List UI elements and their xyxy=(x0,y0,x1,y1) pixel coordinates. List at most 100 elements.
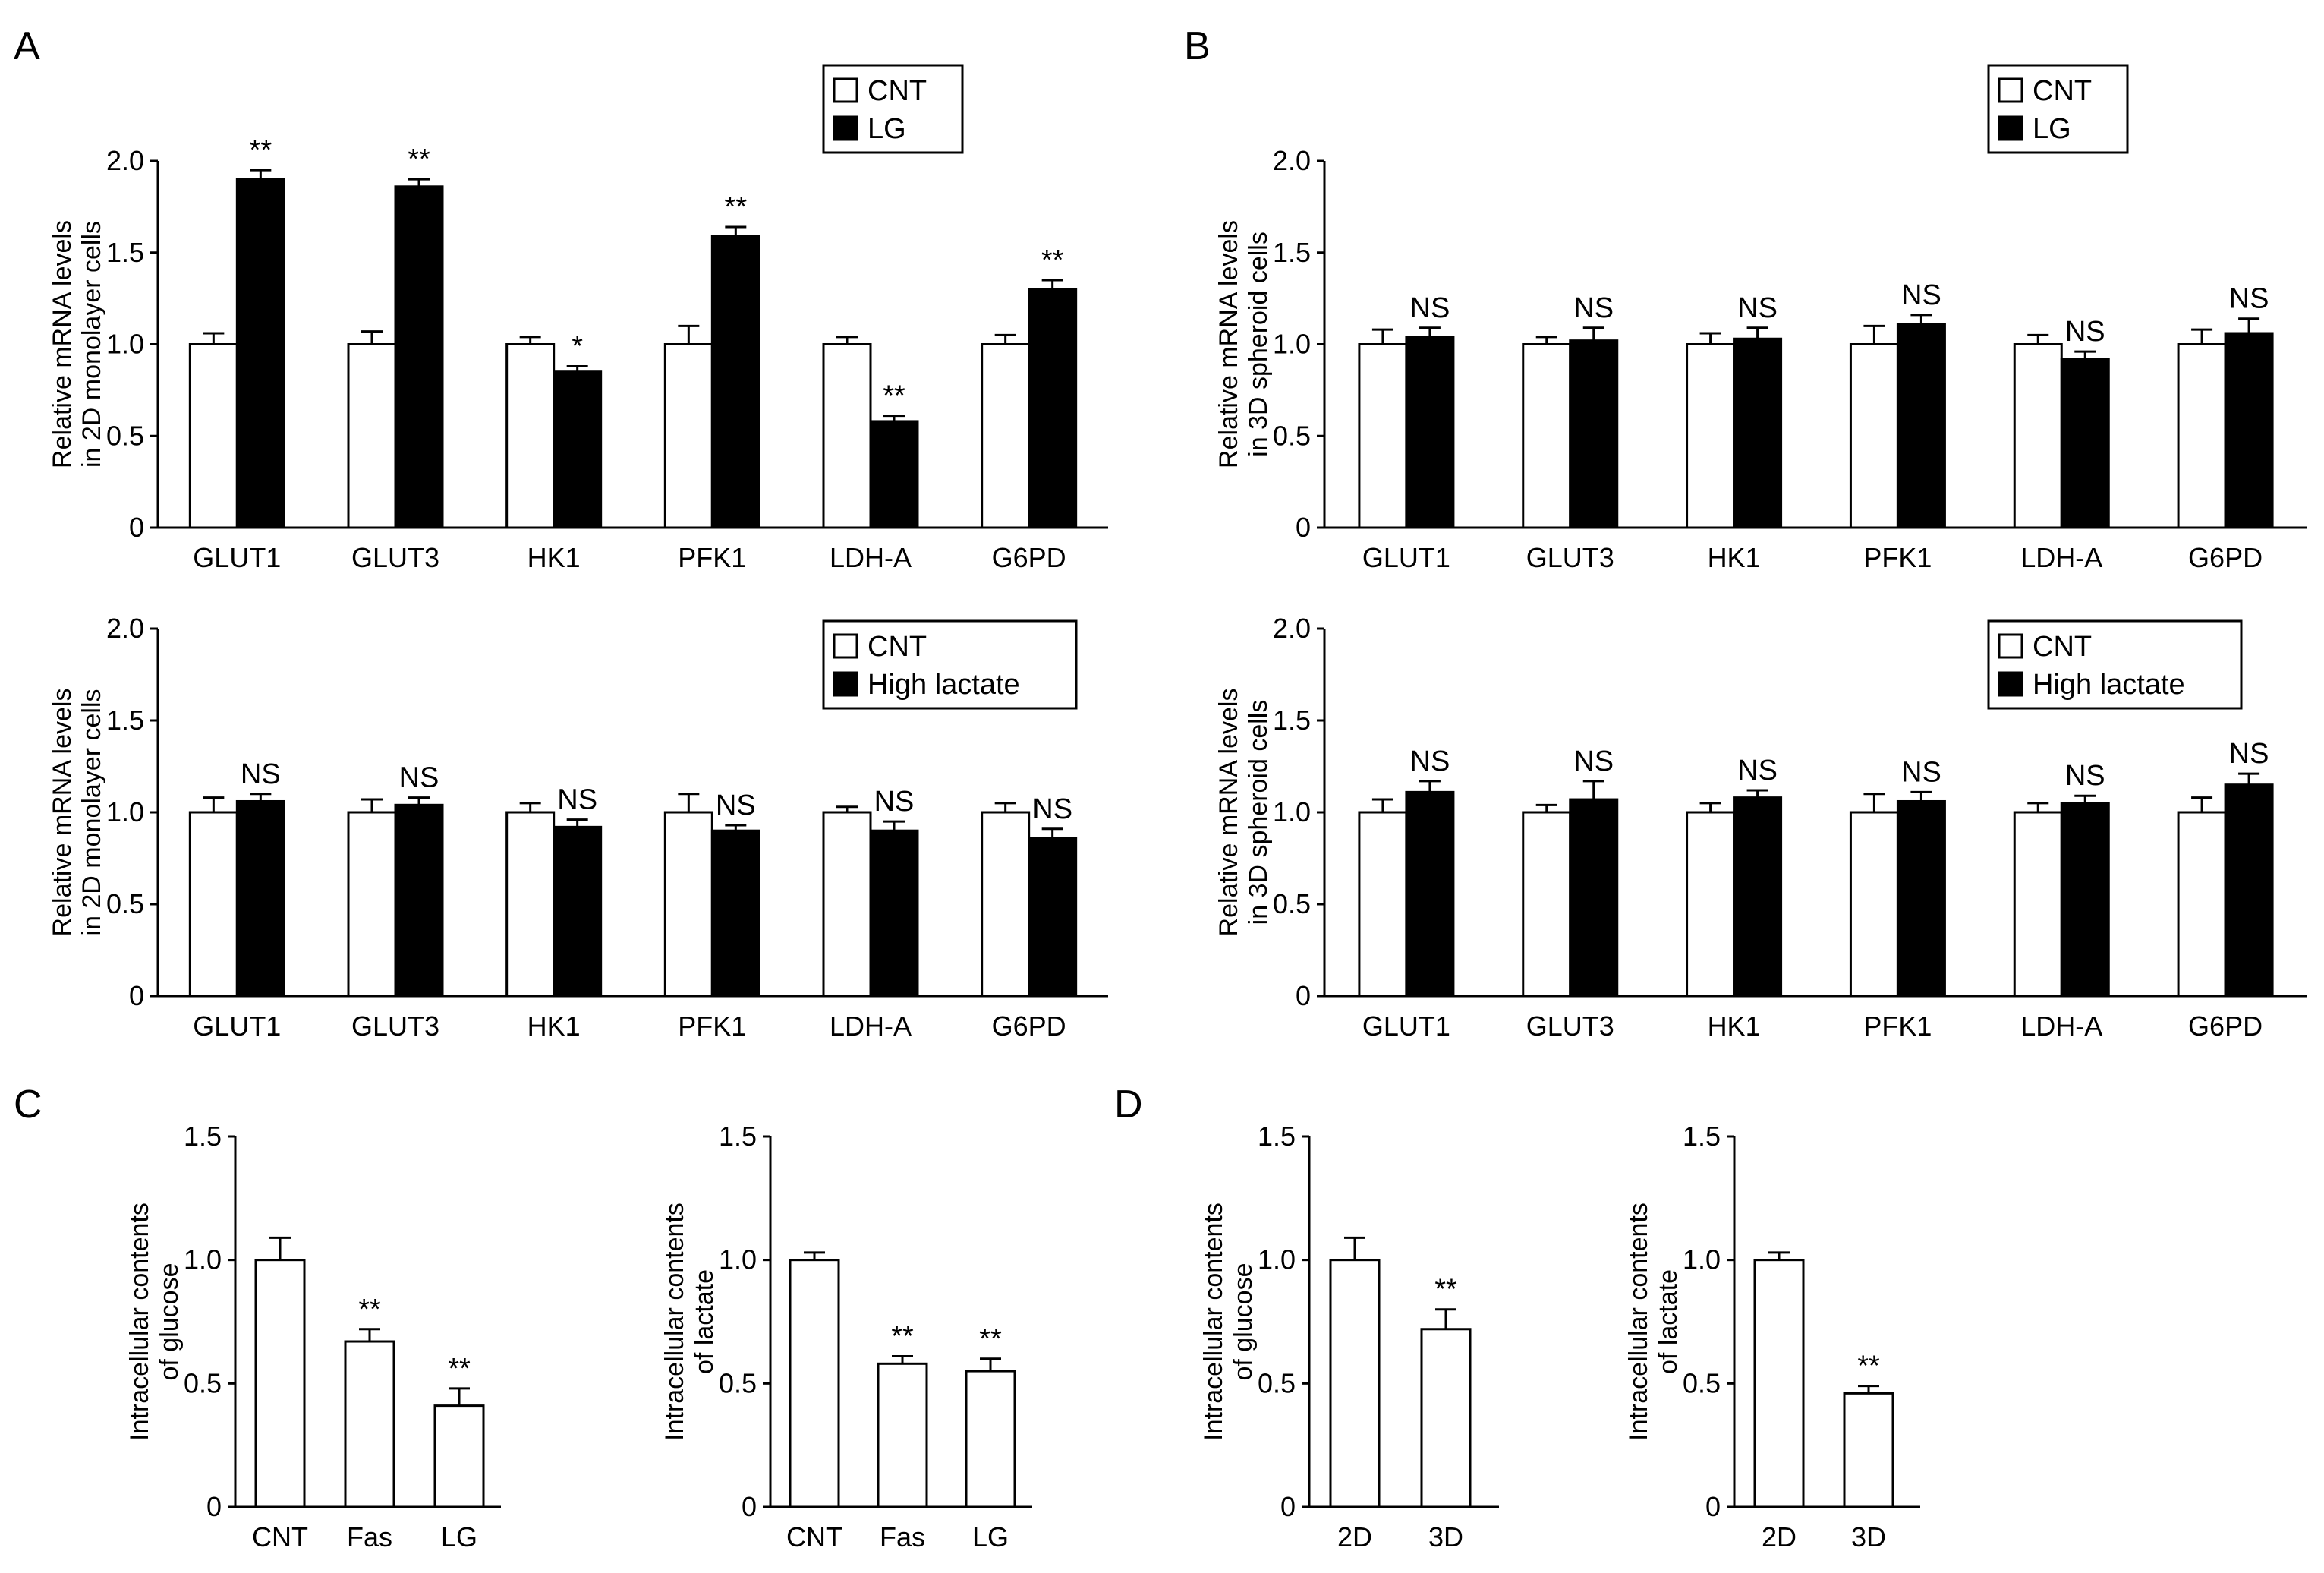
chart-2: 0 0.5 1.0 1.5 2.0 Relative mRNA levelsin 3D s… xyxy=(1214,64,2307,573)
bar xyxy=(1843,1392,1894,1508)
bar xyxy=(347,343,397,529)
y-axis-label: Intracellular contentsof glucose xyxy=(125,1203,184,1441)
significance-label: ** xyxy=(408,143,430,175)
significance-label: ** xyxy=(1041,244,1064,276)
y-axis-label: Intracellular contentsof lactate xyxy=(1624,1203,1683,1441)
legend-label: CNT xyxy=(868,75,927,107)
chart-8: 0 0.5 1.0 1.5 Intracellular contentsof lacta… xyxy=(1624,1121,1920,1553)
bar xyxy=(1733,796,1783,998)
legend-label: High lactate xyxy=(868,669,1020,701)
x-tick-label: GLUT1 xyxy=(193,542,281,573)
legend-box xyxy=(822,619,1078,710)
x-tick-label: G6PD xyxy=(2188,542,2263,573)
x-tick-label: GLUT1 xyxy=(193,1010,281,1042)
y-axis-label-line: of glucose xyxy=(155,1263,184,1381)
bar xyxy=(1896,799,1946,998)
y-axis-label: Intracellular contentsof glucose xyxy=(1199,1203,1258,1441)
significance-label: * xyxy=(572,330,583,362)
y-axis-label-line: Intracellular contents xyxy=(125,1203,154,1441)
bar xyxy=(235,799,285,998)
y-tick-label: 0 xyxy=(206,1491,222,1522)
legend-swatch xyxy=(833,115,858,141)
x-tick-label: Fas xyxy=(880,1521,925,1553)
x-tick-label: GLUT3 xyxy=(351,1010,439,1042)
significance-label: NS xyxy=(1573,746,1614,777)
bar xyxy=(505,343,556,529)
x-tick-label: GLUT1 xyxy=(1362,542,1450,573)
significance-label: NS xyxy=(557,784,597,816)
y-axis-label-line: in 3D spheroid cells xyxy=(1244,700,1273,925)
legend-swatch xyxy=(1998,671,2023,697)
x-tick-label: PFK1 xyxy=(678,1010,746,1042)
legend-label: LG xyxy=(868,113,906,145)
panel-letter-d: D xyxy=(1114,1083,1143,1127)
y-tick-label: 2.0 xyxy=(106,145,144,176)
bar xyxy=(1405,790,1455,998)
bar xyxy=(1522,811,1572,998)
significance-label: NS xyxy=(1410,746,1450,777)
panel-letter-b: B xyxy=(1184,24,1211,68)
significance-label: NS xyxy=(399,762,439,794)
bar xyxy=(2013,811,2063,998)
bar xyxy=(1849,811,1899,998)
x-tick-label: LDH-A xyxy=(830,1010,912,1042)
bar xyxy=(822,343,872,529)
chart-6: 0 0.5 1.0 1.5 Intracellular contentsof lacta… xyxy=(660,1121,1032,1553)
bar xyxy=(1733,337,1783,529)
bar xyxy=(553,825,603,998)
panel-letter-c: C xyxy=(14,1083,43,1127)
bar xyxy=(981,343,1031,529)
y-tick-label: 0.5 xyxy=(1683,1367,1721,1398)
chart-7: 0 0.5 1.0 1.5 Intracellular contentsof gluco… xyxy=(1199,1121,1499,1553)
bar xyxy=(1686,811,1736,998)
bar xyxy=(235,178,285,529)
significance-label: ** xyxy=(883,380,905,412)
bar xyxy=(1329,1259,1381,1508)
x-tick-label: CNT xyxy=(252,1521,308,1553)
bar xyxy=(710,235,760,529)
y-axis-label-line: Relative mRNA levels xyxy=(48,220,77,468)
chart-5: 0 0.5 1.0 1.5 Intracellular contentsof gluco… xyxy=(125,1121,501,1553)
y-axis-label: Relative mRNA levelsin 3D spheroid cells xyxy=(1214,689,1273,937)
significance-label: NS xyxy=(2065,316,2105,348)
y-tick-label: 1.5 xyxy=(106,705,144,736)
legend-swatch xyxy=(1998,115,2023,141)
y-axis-label-line: Relative mRNA levels xyxy=(1214,689,1243,937)
bar xyxy=(1686,343,1736,529)
legend-box xyxy=(1987,619,2243,710)
legend-swatch xyxy=(1998,633,2023,659)
bar xyxy=(1522,343,1572,529)
significance-label: NS xyxy=(1901,279,1941,311)
chart-3: 0 0.5 1.0 1.5 2.0 Relative mRNA levelsin 2D m… xyxy=(48,613,1108,1042)
y-tick-label: 2.0 xyxy=(1273,613,1311,644)
bar xyxy=(2224,783,2274,998)
x-tick-label: 3D xyxy=(1851,1521,1886,1553)
x-tick-label: CNT xyxy=(786,1521,842,1553)
y-axis-label-line: Intracellular contents xyxy=(1624,1203,1653,1441)
y-tick-label: 1.0 xyxy=(106,329,144,360)
y-axis-label-line: Intracellular contents xyxy=(660,1203,689,1441)
y-tick-label: 0.5 xyxy=(184,1367,222,1398)
significance-label: NS xyxy=(241,758,281,790)
bar xyxy=(553,370,603,529)
x-tick-label: HK1 xyxy=(527,542,581,573)
y-tick-label: 1.5 xyxy=(1273,705,1311,736)
significance-label: NS xyxy=(1573,292,1614,324)
y-tick-label: 0 xyxy=(1280,1491,1296,1522)
bar xyxy=(2013,343,2063,529)
legend-label: CNT xyxy=(2033,631,2092,663)
y-tick-label: 0 xyxy=(1296,512,1311,543)
x-tick-label: GLUT3 xyxy=(351,542,439,573)
y-tick-label: 0.5 xyxy=(719,1367,757,1398)
y-tick-label: 1.5 xyxy=(106,237,144,268)
legend-label: LG xyxy=(2033,113,2071,145)
x-tick-label: 3D xyxy=(1428,1521,1463,1553)
x-tick-label: 2D xyxy=(1337,1521,1372,1553)
y-tick-label: 2.0 xyxy=(106,613,144,644)
x-tick-label: PFK1 xyxy=(1863,542,1932,573)
bar xyxy=(394,185,444,529)
bar xyxy=(347,811,397,998)
x-tick-label: PFK1 xyxy=(1863,1010,1932,1042)
x-tick-label: G6PD xyxy=(992,542,1066,573)
